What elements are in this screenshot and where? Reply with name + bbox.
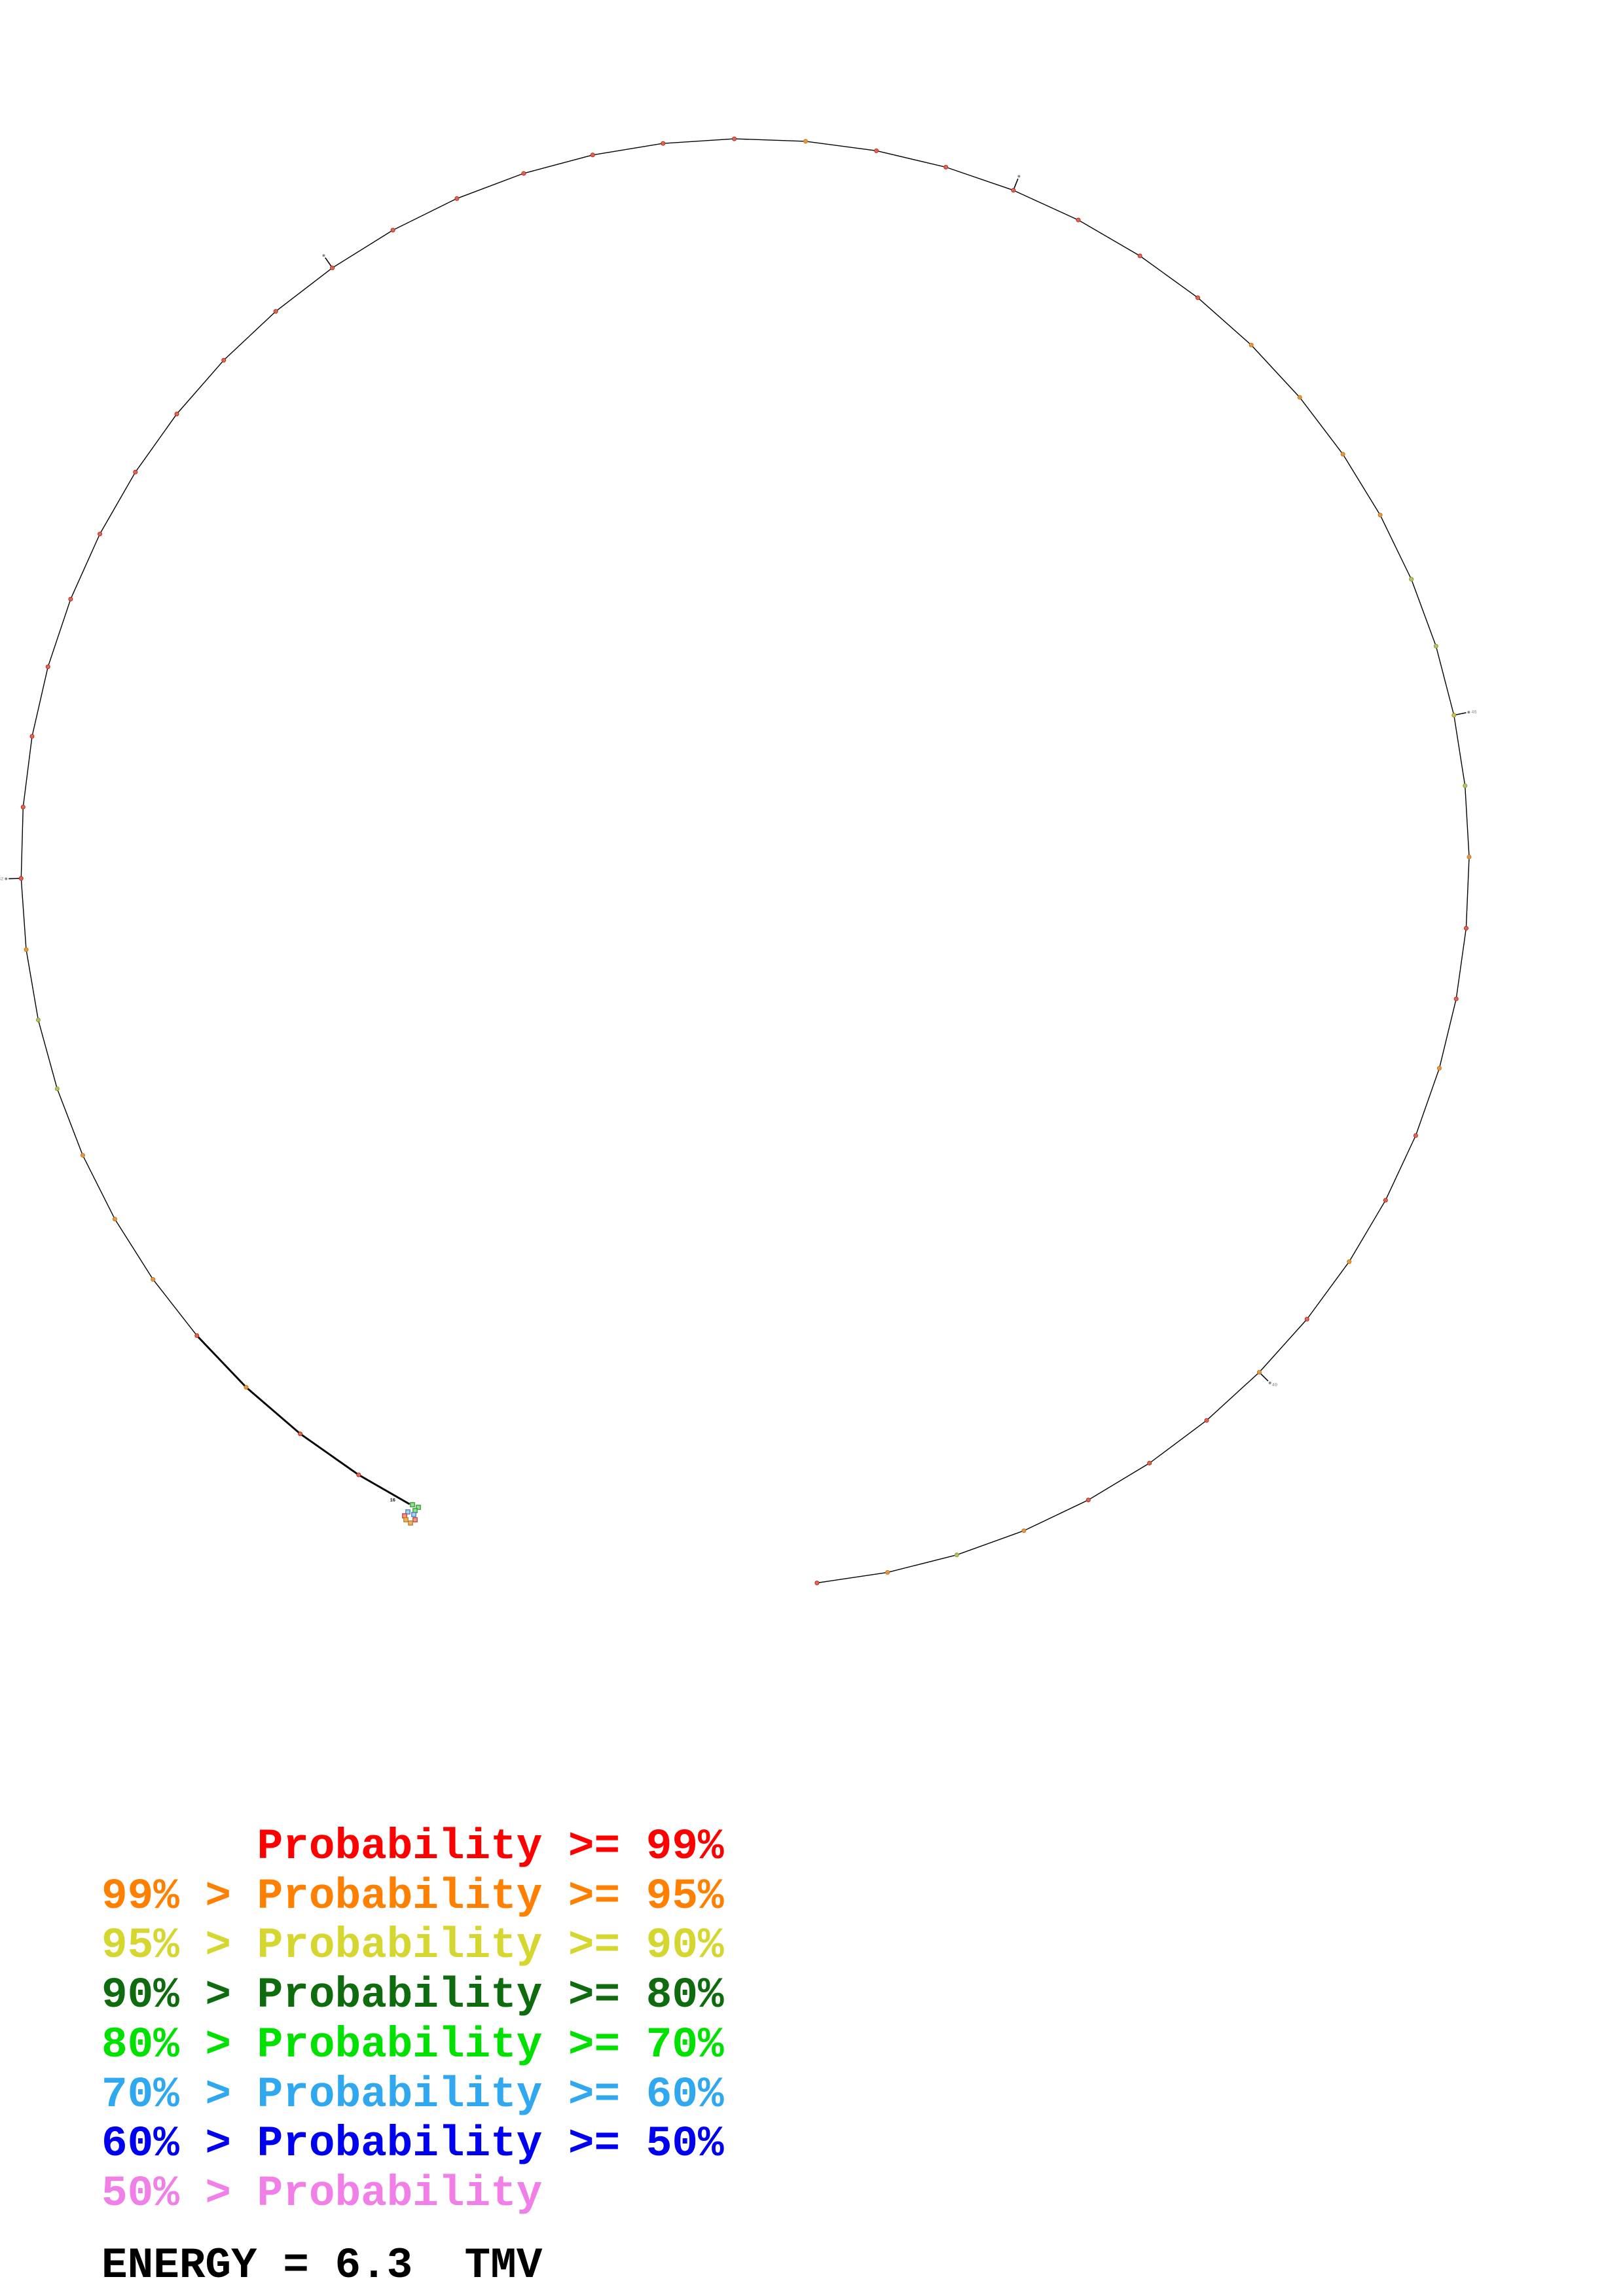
legend-line-6: 60% > Probability >= 50%	[101, 2119, 724, 2169]
hit-dot-core-43	[70, 598, 71, 600]
hit-dot-core-1	[886, 1571, 888, 1573]
hit-dot-core-17	[1453, 714, 1455, 716]
tick-end-dot-3	[322, 254, 325, 257]
tick-end-dot-4	[5, 877, 8, 880]
hit-dot-core-16	[1464, 785, 1466, 787]
hit-dot-core-30	[805, 140, 807, 142]
legend-line-1: 99% > Probability >= 95%	[101, 1871, 724, 1921]
hit-dot-core-11	[1415, 1135, 1417, 1136]
hit-dot-core-45	[31, 736, 33, 737]
tick-label-0: 40	[1272, 1383, 1277, 1388]
hit-dot-core-49	[37, 1019, 39, 1021]
hit-dot-core-47	[20, 878, 22, 880]
hit-dot-core-40	[176, 413, 177, 415]
hit-dot-core-37	[331, 267, 333, 269]
track-arc	[20, 138, 1470, 1584]
hit-dot-core-29	[875, 150, 877, 152]
hit-dot-core-53	[152, 1278, 154, 1280]
hit-dot-core-4	[1087, 1499, 1089, 1501]
hit-dot-core-36	[392, 229, 394, 231]
hit-dot-core-8	[1306, 1318, 1308, 1320]
hit-dot-core-9	[1348, 1261, 1350, 1263]
cluster-square-6	[412, 1517, 418, 1522]
hit-dot-core-44	[47, 666, 49, 668]
legend-line-0: Probability >= 99%	[101, 1822, 724, 1871]
legend-line-5: 70% > Probability >= 60%	[101, 2070, 724, 2119]
hit-dot-core-13	[1455, 998, 1457, 1000]
hit-dot-core-39	[223, 359, 225, 361]
hit-dot-core-41	[134, 471, 136, 473]
tick-end-dot-1	[1467, 711, 1470, 714]
hit-dot-core-52	[114, 1218, 116, 1220]
tick-label-1: 46	[1471, 710, 1476, 715]
hit-dot-core-7	[1258, 1371, 1260, 1373]
hit-dot-core-48	[26, 948, 27, 950]
probability-legend: Probability >= 99% 99% > Probability >= 9…	[101, 1822, 724, 2219]
hit-dot-core-21	[1342, 454, 1344, 455]
track-arc-end-segment	[196, 1335, 410, 1505]
cluster-square-3	[405, 1509, 410, 1515]
hit-dot-core-54	[196, 1335, 198, 1336]
hit-dot-core-25	[1139, 255, 1141, 257]
hit-dot-core-20	[1379, 514, 1381, 516]
hit-dot-core-38	[275, 310, 277, 312]
legend-line-3: 90% > Probability >= 80%	[101, 1971, 724, 2020]
hit-dot-core-35	[456, 198, 458, 200]
tick-label-4: 32	[0, 877, 3, 882]
tick-end-dot-0	[1268, 1381, 1271, 1384]
hit-dot-core-18	[1435, 645, 1437, 647]
tick-end-dot-2	[1017, 175, 1021, 178]
cluster-square-7	[403, 1517, 409, 1522]
hit-dot-core-31	[733, 138, 735, 140]
hit-dot-core-27	[1012, 189, 1014, 191]
cluster-square-4	[411, 1512, 416, 1517]
track-end-label: 16	[390, 1498, 395, 1503]
hit-dot-core-50	[56, 1088, 58, 1090]
hit-dot-core-51	[82, 1155, 84, 1157]
hit-dot-core-42	[99, 533, 101, 535]
hit-dot-core-0	[816, 1582, 818, 1584]
hit-dot-core-5	[1148, 1462, 1150, 1464]
hit-dot-core-2	[956, 1554, 958, 1556]
hit-dot-core-33	[592, 154, 594, 156]
hit-dot-core-14	[1465, 927, 1467, 929]
cluster-square-0	[410, 1502, 415, 1507]
hit-dot-core-46	[22, 806, 24, 808]
hit-dot-core-26	[1078, 219, 1079, 221]
legend-line-7: 50% > Probability	[101, 2168, 543, 2218]
hit-dot-core-22	[1299, 397, 1301, 398]
hit-dot-core-3	[1023, 1530, 1025, 1532]
cluster-square-8	[408, 1520, 413, 1526]
hit-dot-core-15	[1468, 856, 1470, 858]
legend-line-4: 80% > Probability >= 70%	[101, 2020, 724, 2070]
hit-dot-core-6	[1206, 1420, 1207, 1422]
hit-dot-core-23	[1250, 344, 1252, 346]
hit-dot-core-56	[299, 1433, 301, 1435]
hit-dot-core-34	[523, 173, 524, 174]
hit-dot-core-12	[1438, 1067, 1440, 1069]
cluster-square-1	[416, 1505, 421, 1510]
legend-line-2: 95% > Probability >= 90%	[101, 1921, 724, 1971]
energy-label: ENERGY = 6.3 TMV	[101, 2241, 543, 2290]
hit-dot-core-57	[357, 1474, 359, 1476]
hit-dot-core-19	[1410, 579, 1412, 580]
hit-dot-core-28	[945, 166, 947, 168]
hit-dot-core-10	[1385, 1199, 1387, 1201]
hit-dot-core-55	[246, 1386, 247, 1388]
hit-dot-core-24	[1197, 296, 1199, 298]
hit-dot-core-32	[662, 143, 664, 145]
